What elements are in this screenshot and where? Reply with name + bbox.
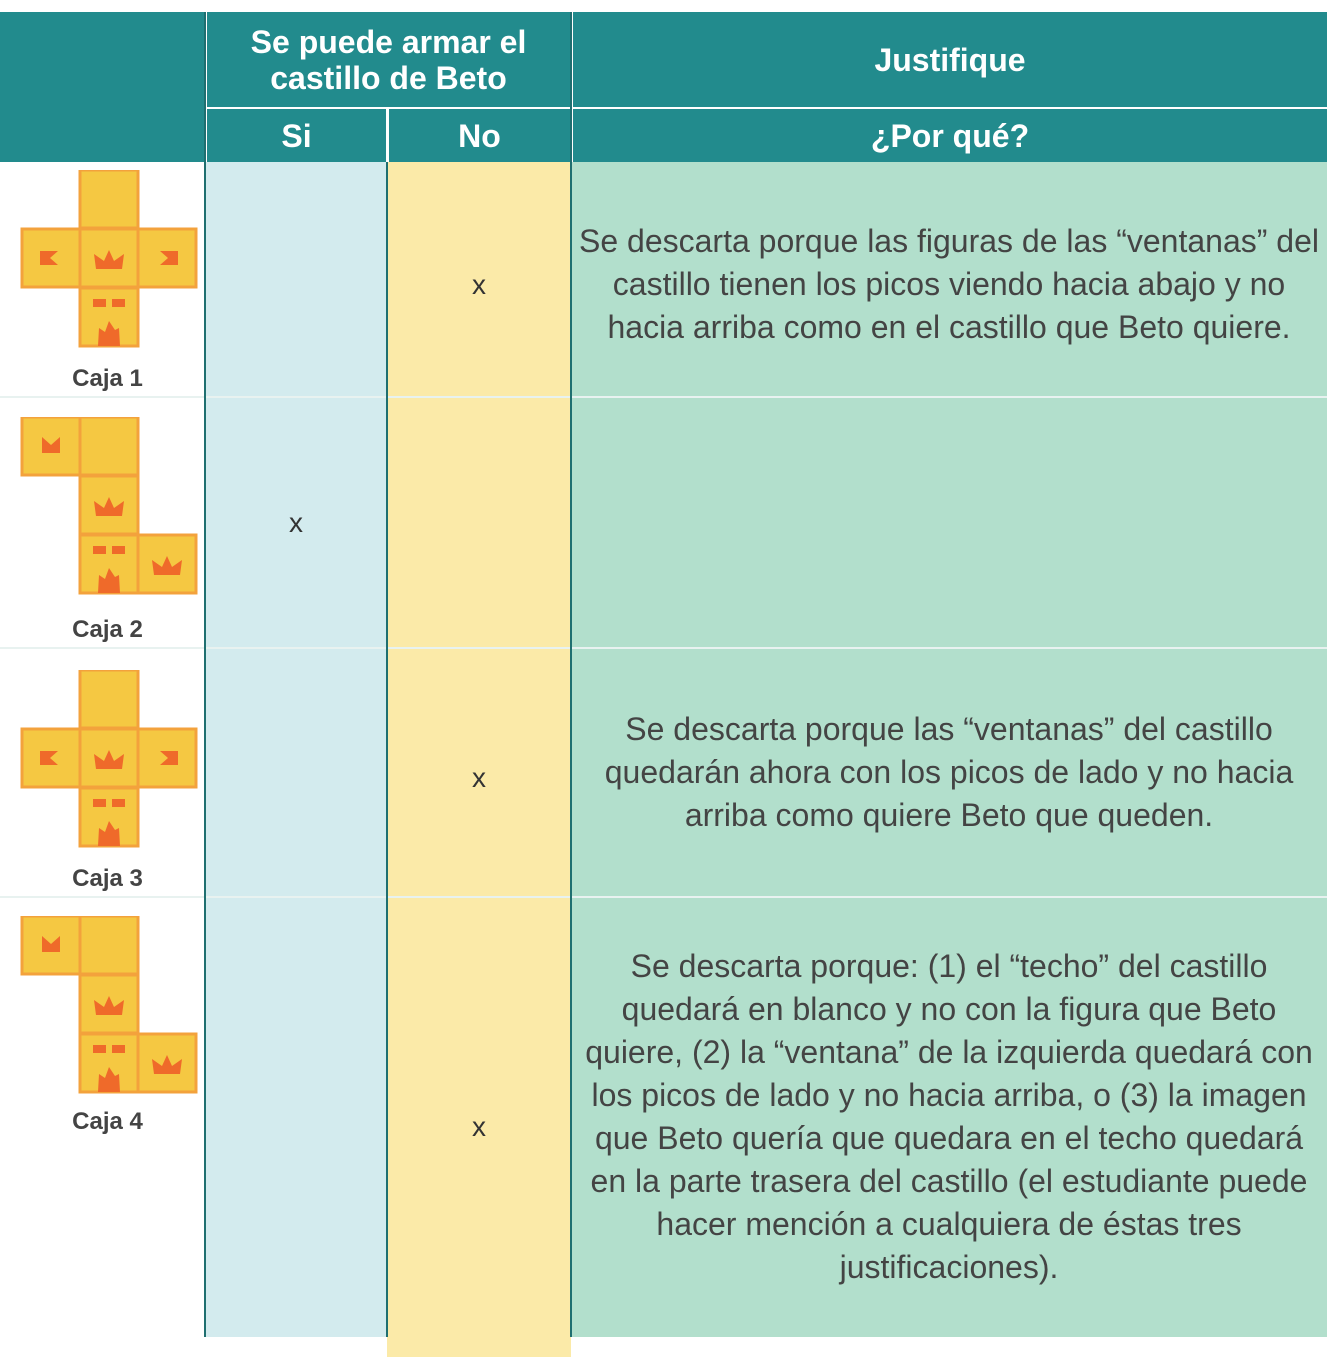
no-cell: x [387, 897, 571, 1357]
mark: x [472, 268, 486, 300]
row-divider [0, 396, 1327, 398]
row-divider [0, 647, 1327, 649]
row-label: Caja 1 [72, 365, 143, 392]
si-cell: x [205, 397, 387, 648]
no-cell: x [387, 162, 571, 407]
col-divider [570, 12, 572, 1337]
row-label: Caja 2 [72, 616, 143, 643]
box-net [0, 670, 205, 850]
header-cell: Se puede armar el castillo de Beto [207, 12, 570, 107]
col-divider [204, 12, 206, 1337]
no-cell [387, 397, 571, 648]
si-cell [205, 162, 387, 397]
subheader-cell: ¿Por qué? [573, 109, 1327, 162]
why-cell: Se descarta porque: (1) el “techo” del c… [571, 897, 1327, 1337]
row-label: Caja 4 [72, 1108, 143, 1135]
col-divider [386, 162, 388, 1337]
box-net [0, 170, 205, 350]
why-cell [571, 397, 1327, 648]
mark: x [472, 761, 486, 793]
why-cell: Se descarta porque las “ventanas” del ca… [571, 648, 1327, 897]
row-divider [0, 896, 1327, 898]
why-cell: Se descarta porque las figuras de las “v… [571, 162, 1327, 407]
header-cell: Justifique [573, 12, 1327, 107]
box-net [0, 916, 205, 1096]
no-cell: x [387, 648, 571, 907]
subheader-cell: Si [207, 109, 386, 162]
mark: x [289, 506, 303, 538]
header-corner [0, 12, 205, 162]
row-label: Caja 3 [72, 865, 143, 892]
subheader-cell: No [389, 109, 570, 162]
box-net [0, 417, 205, 597]
si-cell [205, 897, 387, 1337]
mark: x [472, 1111, 486, 1142]
si-cell [205, 648, 387, 897]
